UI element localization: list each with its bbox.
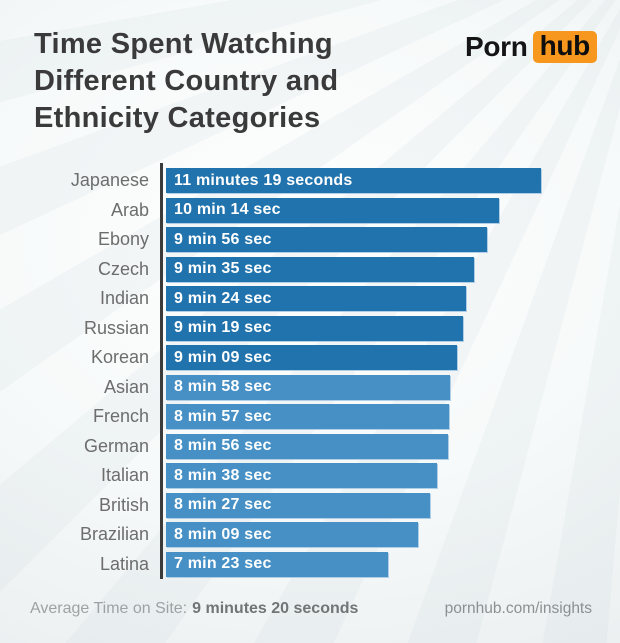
bar-value-label: 9 min 09 sec — [174, 348, 272, 366]
bar-value-label: 8 min 56 sec — [174, 437, 272, 455]
bar: 10 min 14 sec — [166, 197, 499, 223]
bar-value-label: 9 min 24 sec — [174, 289, 272, 307]
chart-row: Indian 9 min 24 sec — [0, 284, 620, 314]
bar: 9 min 19 sec — [166, 315, 464, 341]
category-label: Asian — [103, 376, 149, 397]
chart-row: Japanese 11 minutes 19 seconds — [0, 166, 620, 196]
bar: 9 min 56 sec — [166, 227, 488, 253]
category-label: Korean — [90, 347, 149, 368]
chart-row: Latina 7 min 23 sec — [0, 550, 620, 580]
category-label: Arab — [110, 199, 149, 220]
category-label: Japanese — [70, 170, 149, 191]
chart-row: Italian 8 min 38 sec — [0, 461, 620, 491]
bar-value-label: 9 min 19 sec — [174, 319, 272, 337]
bar: 9 min 09 sec — [166, 345, 457, 371]
title-line-2: Different Country and — [34, 65, 339, 97]
bar: 8 min 57 sec — [166, 404, 449, 430]
bar: 8 min 56 sec — [166, 433, 449, 459]
bar: 8 min 38 sec — [166, 463, 437, 489]
chart-row: Asian 8 min 58 sec — [0, 373, 620, 403]
chart-rows: Japanese 11 minutes 19 seconds Arab 10 m… — [0, 166, 620, 579]
bar-value-label: 9 min 56 sec — [174, 230, 272, 248]
average-time-on-site: Average Time on Site: 9 minutes 20 second… — [30, 600, 358, 618]
category-label: Ebony — [97, 229, 149, 250]
average-time-value: 9 minutes 20 seconds — [192, 600, 359, 617]
insights-url: pornhub.com/insights — [444, 600, 592, 617]
average-time-label: Average Time on Site: — [30, 600, 188, 617]
category-label: Indian — [99, 288, 149, 309]
bar-value-label: 8 min 38 sec — [174, 466, 272, 484]
category-label: Brazilian — [79, 524, 149, 545]
bar: 8 min 27 sec — [166, 492, 430, 518]
chart-row: German 8 min 56 sec — [0, 432, 620, 462]
category-label: Latina — [99, 553, 149, 574]
bar: 7 min 23 sec — [166, 551, 388, 577]
bar: 8 min 58 sec — [166, 374, 450, 400]
chart-row: British 8 min 27 sec — [0, 491, 620, 521]
bar: 11 minutes 19 seconds — [166, 168, 541, 194]
category-label: British — [98, 494, 149, 515]
page-title: Time Spent Watching Different Country an… — [34, 26, 338, 137]
bar-value-label: 9 min 35 sec — [174, 260, 272, 278]
footer: Average Time on Site: 9 minutes 20 second… — [30, 600, 592, 618]
bar: 9 min 24 sec — [166, 286, 467, 312]
chart-row: Arab 10 min 14 sec — [0, 196, 620, 226]
pornhub-logo: Porn hub — [465, 31, 597, 63]
title-line-3: Ethnicity Categories — [34, 102, 321, 134]
category-label: Czech — [97, 258, 149, 279]
bar-value-label: 11 minutes 19 seconds — [174, 171, 353, 189]
title-line-1: Time Spent Watching — [34, 28, 333, 60]
chart-row: Ebony 9 min 56 sec — [0, 225, 620, 255]
category-label: Russian — [83, 317, 149, 338]
logo-hub-badge: hub — [532, 31, 597, 63]
chart-row: Czech 9 min 35 sec — [0, 255, 620, 285]
bar-value-label: 7 min 23 sec — [174, 555, 272, 573]
chart-row: Korean 9 min 09 sec — [0, 343, 620, 373]
chart-row: Brazilian 8 min 09 sec — [0, 520, 620, 550]
category-label: German — [83, 435, 149, 456]
logo-word-porn: Porn — [464, 31, 528, 62]
bar-chart: Japanese 11 minutes 19 seconds Arab 10 m… — [0, 163, 620, 579]
bar: 8 min 09 sec — [166, 522, 418, 548]
bar-value-label: 10 min 14 sec — [174, 201, 281, 219]
bar-value-label: 8 min 27 sec — [174, 496, 272, 514]
bar-value-label: 8 min 57 sec — [174, 407, 272, 425]
bar-value-label: 8 min 58 sec — [174, 378, 272, 396]
y-axis-line — [160, 163, 163, 579]
category-label: French — [92, 406, 149, 427]
bar: 9 min 35 sec — [166, 256, 474, 282]
chart-row: French 8 min 57 sec — [0, 402, 620, 432]
category-label: Italian — [100, 465, 149, 486]
chart-row: Russian 9 min 19 sec — [0, 314, 620, 344]
bar-value-label: 8 min 09 sec — [174, 525, 272, 543]
